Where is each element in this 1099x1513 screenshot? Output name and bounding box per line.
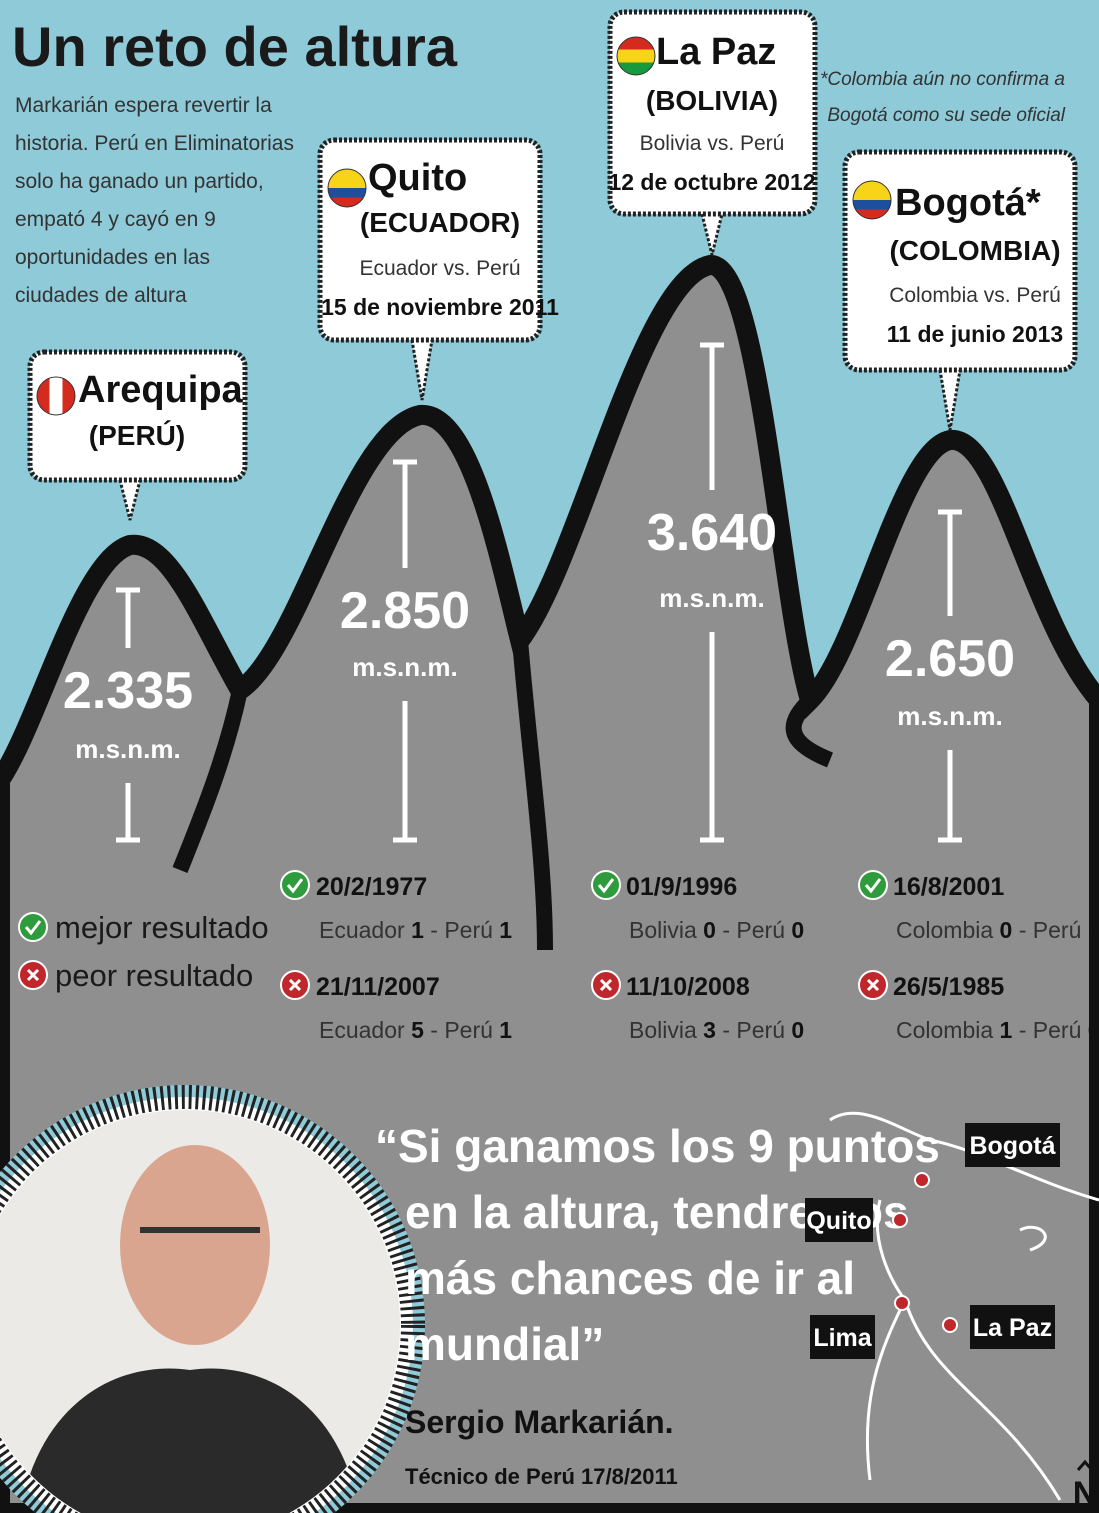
goals: 1: [499, 917, 512, 943]
intro-line: oportunidades en las: [15, 246, 210, 269]
best-icon: [859, 871, 887, 899]
score: Bolivia 3 - Perú 0: [629, 1017, 804, 1043]
intro-line: Markarián espera revertir la: [15, 94, 272, 117]
intro-line: empató 4 y cayó en 9: [15, 208, 216, 231]
photo-head: [120, 1145, 270, 1345]
map-label: Quito: [806, 1207, 871, 1235]
quote-line: más chances de ir al: [405, 1252, 855, 1304]
infographic: Un reto de altura Markarián espera rever…: [0, 0, 1099, 1513]
score: Bolivia 0 - Perú 0: [629, 917, 804, 943]
goals: 1: [1088, 917, 1099, 943]
city-country: (ECUADOR): [360, 207, 520, 238]
altitude-unit: m.s.n.m.: [897, 701, 1002, 731]
intro-line: solo ha ganado un partido,: [15, 170, 264, 193]
score: Colombia 0 - Perú 1: [896, 917, 1099, 943]
city-dot: [893, 1213, 907, 1227]
quote-line: mundial”: [405, 1318, 604, 1370]
city-dot: [943, 1318, 957, 1332]
best-icon: [19, 913, 47, 941]
team: Bolivia: [629, 917, 697, 943]
city-country: (BOLIVIA): [646, 85, 778, 116]
intro-line: ciudades de altura: [15, 284, 187, 307]
team: Bolivia: [629, 1017, 697, 1043]
map-label: Bogotá: [969, 1132, 1055, 1160]
match: Colombia vs. Perú: [889, 284, 1061, 307]
city-name: Bogotá*: [895, 182, 1041, 224]
map-label: La Paz: [973, 1314, 1052, 1342]
altitude: 2.650: [885, 630, 1015, 688]
team: Perú: [444, 917, 493, 943]
goals: 0: [791, 1017, 804, 1043]
goals: 5: [411, 1017, 424, 1043]
team: Colombia: [896, 1017, 993, 1043]
goals: 1: [1000, 1017, 1013, 1043]
flag: [853, 181, 891, 219]
altitude-unit: m.s.n.m.: [659, 583, 764, 613]
team: Colombia: [896, 917, 993, 943]
altitude: 3.640: [647, 504, 777, 562]
goals: 0: [703, 917, 716, 943]
quote-line: “Si ganamos los 9 puntos: [375, 1120, 940, 1172]
altitude: 2.335: [63, 662, 193, 720]
page: Un reto de altura Markarián espera rever…: [0, 0, 1099, 1513]
goals: 0: [1000, 917, 1013, 943]
result-date: 01/9/1996: [626, 873, 737, 901]
team: Perú: [736, 1017, 785, 1043]
flag: [328, 169, 366, 207]
team: Ecuador: [319, 917, 405, 943]
match-date: 12 de octubre 2012: [608, 169, 815, 195]
goals: 0: [791, 917, 804, 943]
altitude: 2.850: [340, 582, 470, 640]
note-line: Bogotá como su sede oficial: [827, 105, 1065, 126]
map-label: Lima: [813, 1324, 872, 1352]
match: Ecuador vs. Perú: [359, 257, 520, 280]
match-date: 15 de noviembre 2011: [321, 294, 559, 320]
goals: 0: [1088, 1017, 1099, 1043]
note-line: *Colombia aún no confirma a: [820, 69, 1065, 90]
match: Bolivia vs. Perú: [640, 132, 785, 155]
match-date: 11 de junio 2013: [887, 321, 1063, 347]
team: Perú: [736, 917, 785, 943]
goals: 1: [411, 917, 424, 943]
north: N: [1073, 1475, 1098, 1513]
flag: [37, 377, 75, 415]
city-dot: [895, 1296, 909, 1310]
city-country: (COLOMBIA): [889, 235, 1060, 266]
goals: 3: [703, 1017, 716, 1043]
flag: [617, 37, 655, 75]
quote-role: Técnico de Perú 17/8/2011: [405, 1464, 678, 1489]
altitude-unit: m.s.n.m.: [352, 652, 457, 682]
intro-line: historia. Perú en Eliminatorias: [15, 132, 294, 155]
team: Perú: [1033, 917, 1082, 943]
result-date: 20/2/1977: [316, 873, 427, 901]
score: Colombia 1 - Perú 0: [896, 1017, 1099, 1043]
score: Ecuador 5 - Perú 1: [319, 1017, 512, 1043]
score: Ecuador 1 - Perú 1: [319, 917, 512, 943]
goals: 1: [499, 1017, 512, 1043]
city-name: La Paz: [656, 31, 776, 73]
best-icon: [592, 871, 620, 899]
city-country: (PERÚ): [89, 420, 185, 451]
result-date: 16/8/2001: [893, 873, 1004, 901]
result-date: 11/10/2008: [626, 973, 750, 1001]
result-date: 26/5/1985: [893, 973, 1004, 1001]
title: Un reto de altura: [12, 15, 458, 78]
best-icon: [281, 871, 309, 899]
city-name: Arequipa: [78, 369, 244, 411]
team: Ecuador: [319, 1017, 405, 1043]
quote-author: Sergio Markarián.: [405, 1404, 674, 1440]
city-dot: [915, 1173, 929, 1187]
city-name: Quito: [368, 157, 467, 199]
legend-worst: peor resultado: [55, 958, 253, 993]
result-date: 21/11/2007: [316, 973, 440, 1001]
legend-best: mejor resultado: [55, 910, 269, 945]
altitude-unit: m.s.n.m.: [75, 734, 180, 764]
team: Perú: [1033, 1017, 1082, 1043]
team: Perú: [444, 1017, 493, 1043]
